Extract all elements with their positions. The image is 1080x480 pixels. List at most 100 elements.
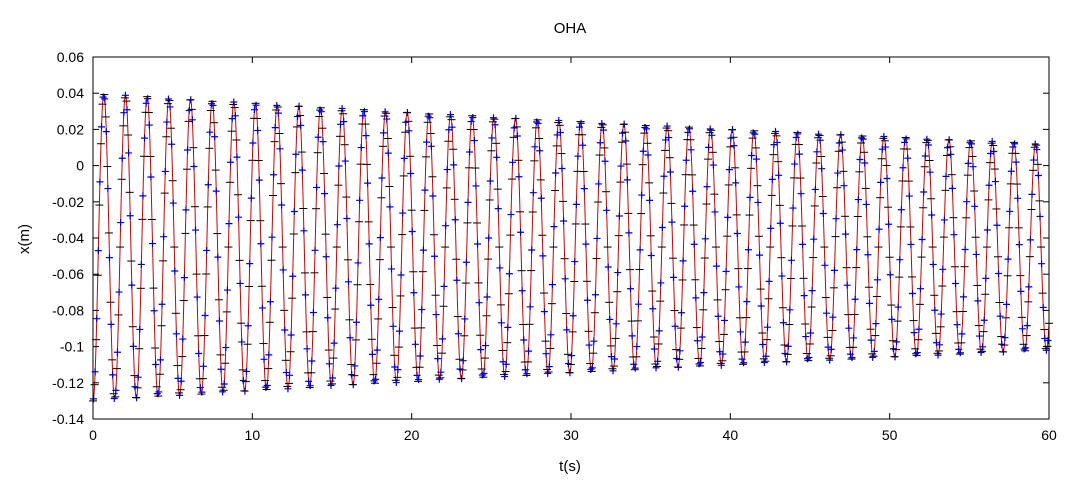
data-point-blue: [147, 173, 155, 181]
data-point-blue: [209, 101, 217, 109]
data-point-blue: [496, 264, 504, 272]
data-point-blue: [591, 291, 599, 299]
data-point-blue: [305, 377, 313, 385]
data-point-blue: [303, 345, 311, 353]
data-point-blue: [960, 293, 968, 301]
data-point-blue: [877, 178, 885, 186]
data-point-blue: [1031, 140, 1039, 148]
data-point-blue: [260, 355, 268, 363]
data-point-blue: [993, 221, 1001, 229]
data-point-blue: [787, 256, 795, 264]
data-point-blue: [835, 139, 843, 147]
data-point-blue: [195, 350, 203, 358]
data-point-blue: [681, 202, 689, 210]
data-point-blue: [354, 259, 362, 267]
x-tick-label: 50: [882, 427, 898, 443]
data-point-blue: [381, 108, 389, 116]
data-point-blue: [497, 319, 505, 327]
data-point-blue: [98, 123, 106, 131]
data-point-blue: [528, 246, 536, 254]
data-point-blue: [1025, 283, 1033, 291]
data-point-blue: [904, 154, 912, 162]
data-point-blue: [400, 154, 408, 162]
data-point-blue: [271, 124, 279, 132]
data-point-blue: [563, 326, 571, 334]
x-tick-label: 0: [89, 427, 97, 443]
data-point-blue: [953, 321, 961, 329]
data-point-blue: [901, 138, 909, 146]
data-point-blue: [470, 137, 478, 145]
data-point-blue: [886, 271, 894, 279]
data-point-blue: [815, 130, 823, 138]
data-point-blue: [902, 135, 910, 143]
data-point-blue: [270, 171, 278, 179]
data-point-blue: [867, 336, 875, 344]
data-point-blue: [505, 270, 513, 278]
data-point-blue: [937, 310, 945, 318]
data-point-blue: [105, 254, 113, 262]
data-point-blue: [504, 323, 512, 331]
data-point-blue: [571, 258, 579, 266]
data-point-blue: [416, 352, 424, 360]
data-point-blue: [308, 357, 316, 365]
data-point-blue: [161, 167, 169, 175]
data-point-blue: [650, 345, 658, 353]
data-point-blue: [93, 315, 101, 323]
data-point-blue: [301, 291, 309, 299]
x-tick-label: 40: [723, 427, 739, 443]
data-point-blue: [104, 185, 112, 193]
data-point-blue: [388, 265, 396, 273]
data-point-blue: [807, 329, 815, 337]
data-point-blue: [821, 261, 829, 269]
data-point-blue: [944, 144, 952, 152]
data-point-blue: [429, 192, 437, 200]
data-point-blue: [322, 253, 330, 261]
data-point-blue: [915, 325, 923, 333]
data-point-blue: [266, 298, 274, 306]
data-point-blue: [529, 189, 537, 197]
data-point-blue: [247, 194, 255, 202]
data-point-blue: [257, 240, 265, 248]
data-point-blue: [873, 276, 881, 284]
data-point-blue: [1015, 241, 1023, 249]
data-point-blue: [163, 118, 171, 126]
data-point-blue: [829, 313, 837, 321]
data-point-blue: [432, 311, 440, 319]
data-point-blue: [988, 137, 996, 145]
data-point-blue: [685, 125, 693, 133]
data-point-blue: [179, 335, 187, 343]
data-point-blue: [362, 132, 370, 140]
data-point-blue: [744, 246, 752, 254]
data-point-blue: [168, 140, 176, 148]
data-point-blue: [510, 124, 518, 132]
data-point-blue: [276, 145, 284, 153]
data-point-blue: [378, 174, 386, 182]
data-point-blue: [421, 186, 429, 194]
data-point-blue: [719, 350, 727, 358]
data-point-blue: [614, 269, 622, 277]
data-point-blue: [926, 168, 934, 176]
data-point-blue: [107, 320, 115, 328]
data-point-blue: [258, 304, 266, 312]
data-point-blue: [188, 116, 196, 124]
data-point-blue: [786, 306, 794, 314]
data-point-blue: [698, 333, 706, 341]
data-point-blue: [185, 107, 193, 115]
data-point-blue: [733, 230, 741, 238]
data-point-blue: [117, 219, 125, 227]
data-point-blue: [1004, 255, 1012, 263]
data-point-blue: [477, 346, 485, 354]
data-point-blue: [928, 211, 936, 219]
data-point-blue: [405, 127, 413, 135]
data-point-blue: [539, 252, 547, 260]
data-point-blue: [810, 235, 818, 243]
data-point-blue: [665, 134, 673, 142]
data-point-blue: [507, 211, 515, 219]
data-point-blue: [509, 158, 517, 166]
data-point-blue: [1009, 143, 1017, 151]
data-point-blue: [193, 293, 201, 301]
data-point-blue: [1026, 236, 1034, 244]
data-point-blue: [864, 251, 872, 259]
data-point-blue: [598, 120, 606, 128]
data-point-blue: [673, 354, 681, 362]
